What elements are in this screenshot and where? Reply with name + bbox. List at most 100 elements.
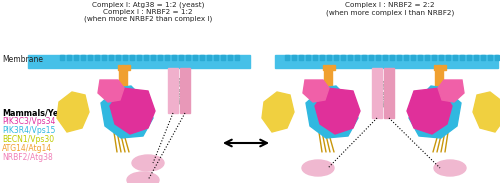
Bar (118, 65, 120, 70)
Polygon shape (57, 92, 89, 132)
Bar (328, 65, 330, 70)
Polygon shape (315, 88, 360, 134)
Bar (326, 65, 328, 70)
Bar (120, 65, 122, 70)
Bar (442, 65, 444, 70)
Bar (158, 55, 162, 60)
Bar (481, 55, 485, 60)
Bar (436, 65, 438, 70)
Bar (341, 55, 345, 60)
Bar (418, 55, 422, 60)
Bar (334, 55, 338, 60)
Bar (214, 55, 218, 60)
Bar (313, 55, 317, 60)
Text: (when more NRBF2 than complex I): (when more NRBF2 than complex I) (84, 16, 212, 23)
Bar (369, 55, 373, 60)
Bar (235, 55, 239, 60)
Bar (397, 55, 401, 60)
Polygon shape (438, 80, 464, 102)
Bar (384, 68, 394, 118)
Ellipse shape (302, 160, 334, 176)
Text: Complex I : NRBF2 = 2:2: Complex I : NRBF2 = 2:2 (345, 2, 435, 8)
Bar (439, 65, 441, 70)
Text: PIK3R4/Vps15: PIK3R4/Vps15 (2, 126, 56, 135)
Text: Coiled-coil: Coiled-coil (380, 79, 386, 107)
Bar (60, 55, 64, 60)
Bar (123, 65, 125, 70)
Bar (390, 55, 394, 60)
Polygon shape (303, 80, 329, 102)
Bar (320, 55, 324, 60)
Bar (144, 55, 148, 60)
Bar (404, 55, 408, 60)
Bar (355, 55, 359, 60)
Text: ATG14/Atg14: ATG14/Atg14 (2, 144, 52, 153)
Text: MIT: MIT (444, 165, 456, 171)
Bar (434, 65, 436, 70)
Ellipse shape (434, 160, 466, 176)
Bar (179, 55, 183, 60)
Text: Mammals/Yeast: Mammals/Yeast (2, 108, 72, 117)
Text: MIT: MIT (138, 178, 148, 182)
Bar (327, 55, 331, 60)
Text: Coiled-coil: Coiled-coil (176, 76, 182, 104)
Bar (446, 55, 450, 60)
Bar (488, 55, 492, 60)
Bar (28, 55, 250, 68)
Bar (126, 65, 128, 70)
Bar (74, 55, 78, 60)
Bar (193, 55, 197, 60)
Text: MIT: MIT (142, 160, 154, 165)
Bar (435, 68, 443, 96)
Bar (444, 65, 446, 70)
Bar (330, 65, 332, 70)
Text: Membrane: Membrane (2, 55, 43, 64)
Bar (119, 68, 127, 96)
Polygon shape (409, 86, 461, 138)
Bar (285, 55, 289, 60)
Bar (460, 55, 464, 60)
Bar (495, 55, 499, 60)
Bar (128, 65, 130, 70)
Bar (228, 55, 232, 60)
Bar (275, 55, 498, 68)
Bar (88, 55, 92, 60)
Polygon shape (407, 88, 452, 134)
Bar (348, 55, 352, 60)
Bar (221, 55, 225, 60)
Bar (467, 55, 471, 60)
Bar (207, 55, 211, 60)
Bar (323, 65, 325, 70)
Text: BECN1/Vps30: BECN1/Vps30 (2, 135, 54, 144)
Text: MIT: MIT (312, 165, 324, 171)
Ellipse shape (127, 172, 159, 183)
Bar (453, 55, 457, 60)
Bar (67, 55, 71, 60)
Bar (165, 55, 169, 60)
Bar (439, 55, 443, 60)
Bar (372, 68, 382, 118)
Polygon shape (473, 92, 500, 132)
Bar (306, 55, 310, 60)
Text: (when more complex I than NRBF2): (when more complex I than NRBF2) (326, 9, 454, 16)
Bar (411, 55, 415, 60)
Bar (130, 55, 134, 60)
Bar (186, 55, 190, 60)
Bar (109, 55, 113, 60)
Bar (425, 55, 429, 60)
Bar (383, 55, 387, 60)
Bar (151, 55, 155, 60)
Bar (116, 55, 120, 60)
Bar (299, 55, 303, 60)
Polygon shape (306, 86, 358, 138)
Bar (172, 55, 176, 60)
Text: NRBF2/Atg38: NRBF2/Atg38 (2, 153, 53, 162)
Bar (292, 55, 296, 60)
Text: Complex I : NRBF2 = 1:2: Complex I : NRBF2 = 1:2 (103, 9, 193, 15)
Bar (95, 55, 99, 60)
Bar (168, 68, 178, 113)
Bar (123, 55, 127, 60)
Bar (102, 55, 106, 60)
Bar (362, 55, 366, 60)
Text: PIK3C3/Vps34: PIK3C3/Vps34 (2, 117, 56, 126)
